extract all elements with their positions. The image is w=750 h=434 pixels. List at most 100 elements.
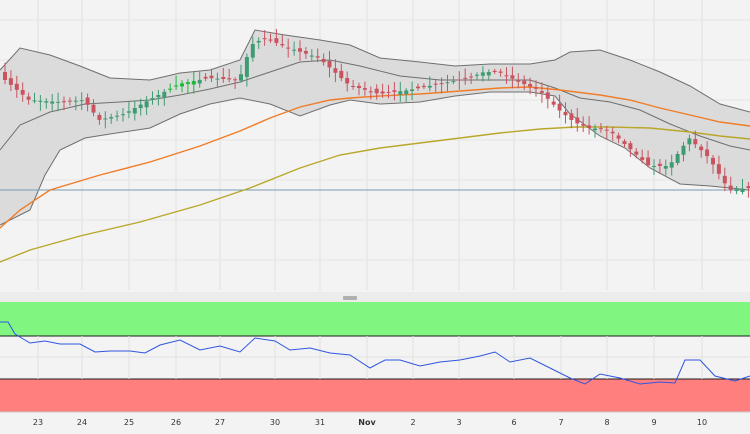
candle-body xyxy=(292,49,297,51)
candle-body xyxy=(357,85,361,88)
candle-body xyxy=(274,38,279,43)
candle-body xyxy=(669,162,674,168)
x-tick-label: 26 xyxy=(171,418,181,427)
candle-body xyxy=(185,82,190,84)
candle-body xyxy=(227,78,232,80)
x-tick-label: 2 xyxy=(410,418,415,427)
candle-body xyxy=(233,79,238,81)
candle-body xyxy=(563,111,568,116)
candle-body xyxy=(50,101,55,104)
candle-body xyxy=(3,72,7,80)
candle-body xyxy=(20,90,25,95)
x-tick-label: 10 xyxy=(697,418,707,427)
candle-body xyxy=(728,185,733,190)
candle-body xyxy=(451,81,456,83)
candle-body xyxy=(386,91,391,93)
candle-body xyxy=(628,143,633,150)
candle-body xyxy=(132,108,137,114)
candle-body xyxy=(339,70,344,79)
candle-body xyxy=(404,90,409,94)
candle-body xyxy=(622,141,627,144)
candle-body xyxy=(368,91,373,93)
x-tick-label: 31 xyxy=(315,418,325,427)
moving-averages xyxy=(0,86,750,263)
x-tick-label: 23 xyxy=(33,418,43,427)
x-tick-label: 6 xyxy=(511,418,516,427)
candle-body xyxy=(85,97,90,105)
candle-body xyxy=(286,47,291,49)
candle-body xyxy=(486,72,491,76)
candle-body xyxy=(469,76,474,78)
candle-body xyxy=(26,96,31,100)
candle-body xyxy=(345,78,350,84)
candle-body xyxy=(67,100,72,102)
candle-body xyxy=(522,80,527,85)
pane-resize-handle[interactable] xyxy=(343,296,357,300)
candle-body xyxy=(528,84,533,87)
candle-body xyxy=(516,80,521,82)
x-tick-label: 9 xyxy=(651,418,656,427)
candle-body xyxy=(557,103,562,111)
candle-body xyxy=(380,91,385,94)
candle-body xyxy=(180,83,184,87)
candle-body xyxy=(675,154,680,163)
candle-body xyxy=(593,128,597,131)
candle-body xyxy=(598,128,603,130)
candle-body xyxy=(209,75,214,79)
candle-body xyxy=(510,75,515,79)
time-axis-background xyxy=(0,412,750,430)
candle-body xyxy=(705,149,710,157)
candle-body xyxy=(657,163,662,166)
x-tick-label: 24 xyxy=(77,418,87,427)
band-fill xyxy=(0,30,750,225)
bollinger-band xyxy=(0,29,750,226)
candle-body xyxy=(315,56,320,58)
pane-separator[interactable] xyxy=(0,292,750,302)
time-axis-ticks: 23 24 25 26 27 30 31 Nov 2 3 6 7 8 9 10 xyxy=(33,418,707,427)
candle-body xyxy=(144,101,149,108)
candle-body xyxy=(640,157,645,160)
candle-body xyxy=(652,166,656,167)
x-tick-label: 7 xyxy=(558,418,563,427)
candle-body xyxy=(457,79,462,81)
candle-body xyxy=(203,76,208,79)
candle-body xyxy=(581,124,586,126)
candle-body xyxy=(410,89,415,91)
candle-body xyxy=(8,78,13,85)
candle-body xyxy=(244,57,249,77)
candle-body xyxy=(421,85,426,88)
band-lower-line xyxy=(0,91,750,226)
candle-body xyxy=(333,68,338,73)
candle-body xyxy=(191,81,196,85)
candle-body xyxy=(256,40,261,43)
candle-body xyxy=(239,74,243,81)
candle-body xyxy=(280,44,285,46)
candle-body xyxy=(14,83,19,90)
candle-body xyxy=(740,188,745,192)
candle-body xyxy=(616,135,621,139)
candle-body xyxy=(587,125,592,128)
oversold-zone xyxy=(0,379,750,412)
candle-body xyxy=(711,157,715,165)
candle-body xyxy=(699,146,704,151)
candle-body xyxy=(362,88,367,90)
candle-body xyxy=(197,79,202,84)
candle-body xyxy=(610,131,615,134)
x-tick-label: Nov xyxy=(358,418,376,427)
candle-body xyxy=(492,70,497,72)
candle-body xyxy=(303,51,308,54)
candle-body xyxy=(32,100,37,102)
candle-body xyxy=(174,85,179,87)
candle-body xyxy=(79,100,84,102)
candle-body xyxy=(534,87,538,89)
candle-body xyxy=(604,129,609,131)
band-middle-line xyxy=(0,59,750,151)
ma-fast-line xyxy=(0,86,750,229)
candle-body xyxy=(327,60,332,68)
x-tick-label: 25 xyxy=(124,418,134,427)
candle-body xyxy=(463,77,468,79)
candle-body xyxy=(693,139,698,145)
candle-body xyxy=(551,101,556,105)
